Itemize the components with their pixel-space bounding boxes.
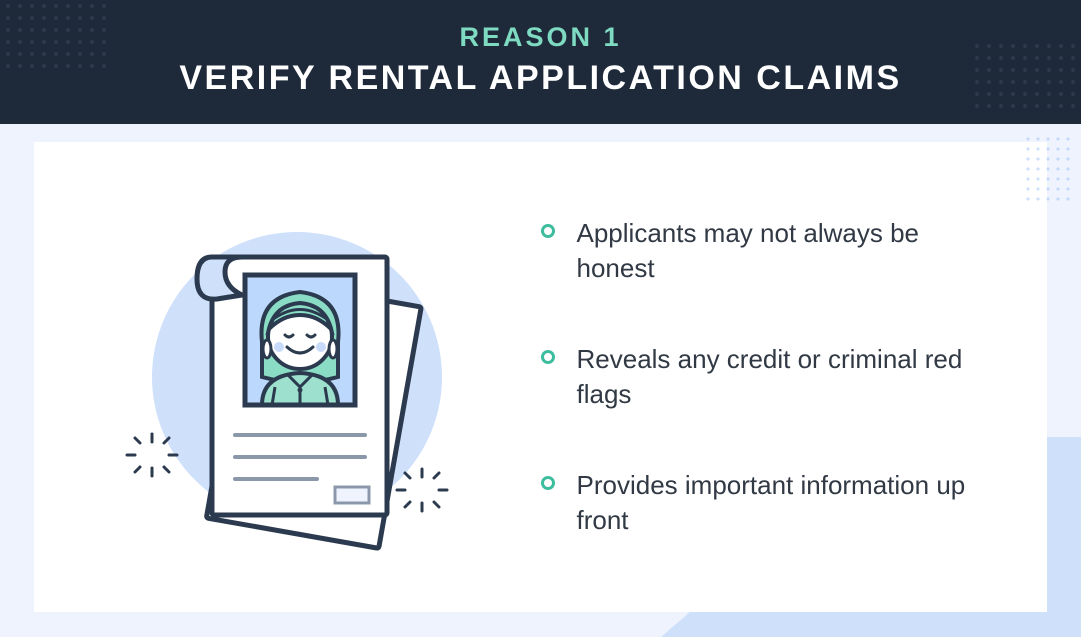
bullet-text: Reveals any credit or criminal red flags <box>577 342 988 412</box>
application-document-illustration <box>97 187 477 567</box>
illustration-container <box>34 142 541 612</box>
bullet-item: Provides important information up front <box>541 468 988 538</box>
decorative-dots-right <box>971 40 1081 110</box>
bullet-text: Provides important information up front <box>577 468 988 538</box>
content-card: Applicants may not always be honest Reve… <box>34 142 1047 612</box>
bullet-item: Applicants may not always be honest <box>541 216 988 286</box>
header-banner: REASON 1 VERIFY RENTAL APPLICATION CLAIM… <box>0 0 1081 124</box>
bullet-dot-icon <box>541 476 555 490</box>
reason-label: REASON 1 <box>0 22 1081 53</box>
bullet-text: Applicants may not always be honest <box>577 216 988 286</box>
bullet-dot-icon <box>541 350 555 364</box>
bullet-list: Applicants may not always be honest Reve… <box>541 216 1048 539</box>
decorative-dots-left <box>0 0 110 70</box>
bullet-dot-icon <box>541 224 555 238</box>
bullet-item: Reveals any credit or criminal red flags <box>541 342 988 412</box>
decorative-dots-card <box>1023 134 1073 204</box>
main-title: VERIFY RENTAL APPLICATION CLAIMS <box>0 59 1081 98</box>
